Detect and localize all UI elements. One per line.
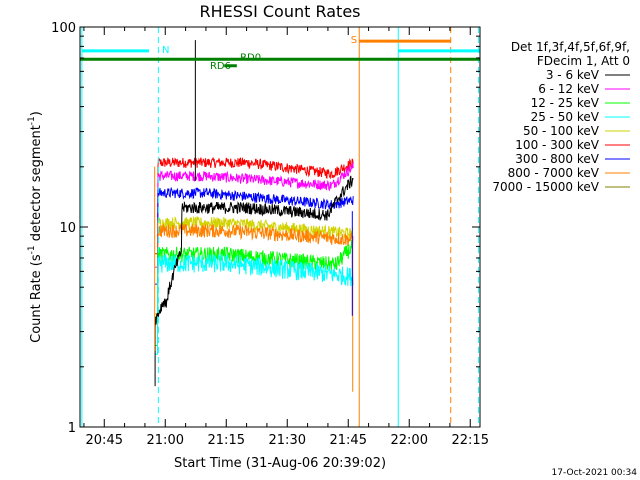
- y-axis-label-mid: detector segment: [29, 125, 44, 245]
- x-tick-label: 22:00: [391, 433, 428, 448]
- timestamp-label: 17-Oct-2021 00:34: [552, 468, 638, 478]
- legend-label: 25 - 50 keV: [531, 110, 600, 124]
- y-axis-label: Count Rate (s-1 detector segment-1): [27, 111, 44, 343]
- legend-header-1: Det 1f,3f,4f,5f,6f,9f,: [511, 40, 630, 54]
- legend-label: 7000 - 15000 keV: [492, 180, 599, 194]
- legend: Det 1f,3f,4f,5f,6f,9f, FDecim 1, Att 0 3…: [492, 40, 630, 194]
- x-tick-label: 21:00: [147, 433, 184, 448]
- series-line-6: [155, 186, 354, 285]
- x-axis-label: Start Time (31-Aug-06 20:39:02): [174, 456, 386, 471]
- y-axis-label-end: ): [29, 111, 44, 116]
- legend-label: 800 - 7000 keV: [508, 166, 600, 180]
- chart-title: RHESSI Count Rates: [200, 2, 361, 21]
- series-line-1: [155, 162, 354, 268]
- legend-label: 100 - 300 keV: [515, 138, 599, 152]
- rd6-label: RD6: [210, 61, 231, 72]
- y-axis-label-sup1: -1: [27, 245, 37, 254]
- rd0-label: RD0: [240, 52, 261, 63]
- y-axis-label-sup2: -1: [27, 116, 37, 125]
- legend-label: 3 - 6 keV: [546, 68, 600, 82]
- series-line-0: [154, 175, 354, 327]
- legend-header-2: FDecim 1, Att 0: [537, 54, 630, 68]
- x-tick-label: 21:45: [330, 433, 367, 448]
- x-tick-label: 21:30: [269, 433, 306, 448]
- legend-label: 12 - 25 keV: [531, 96, 600, 110]
- y-tick-label: 1: [68, 421, 76, 436]
- y-tick-label: 100: [51, 21, 76, 36]
- legend-label: 300 - 800 keV: [515, 152, 599, 166]
- series-line-5: [155, 157, 354, 255]
- series-line-7: [155, 223, 354, 323]
- x-tick-label: 22:15: [452, 433, 489, 448]
- n-label: N: [162, 45, 169, 56]
- x-tick-label: 20:45: [86, 433, 123, 448]
- legend-label: 6 - 12 keV: [538, 82, 600, 96]
- legend-label: 50 - 100 keV: [523, 124, 600, 138]
- x-axis-ticks: 20:45 21:00 21:15 21:30 21:45 22:00 22:15: [83, 27, 489, 448]
- series-line-3: [155, 253, 354, 355]
- saa-s-label: S: [351, 35, 357, 46]
- y-axis-label-main: Count Rate (s: [29, 254, 44, 343]
- y-tick-label: 10: [59, 221, 76, 236]
- x-tick-label: 21:15: [208, 433, 245, 448]
- y-axis-ticks: 1 10 100: [51, 21, 480, 436]
